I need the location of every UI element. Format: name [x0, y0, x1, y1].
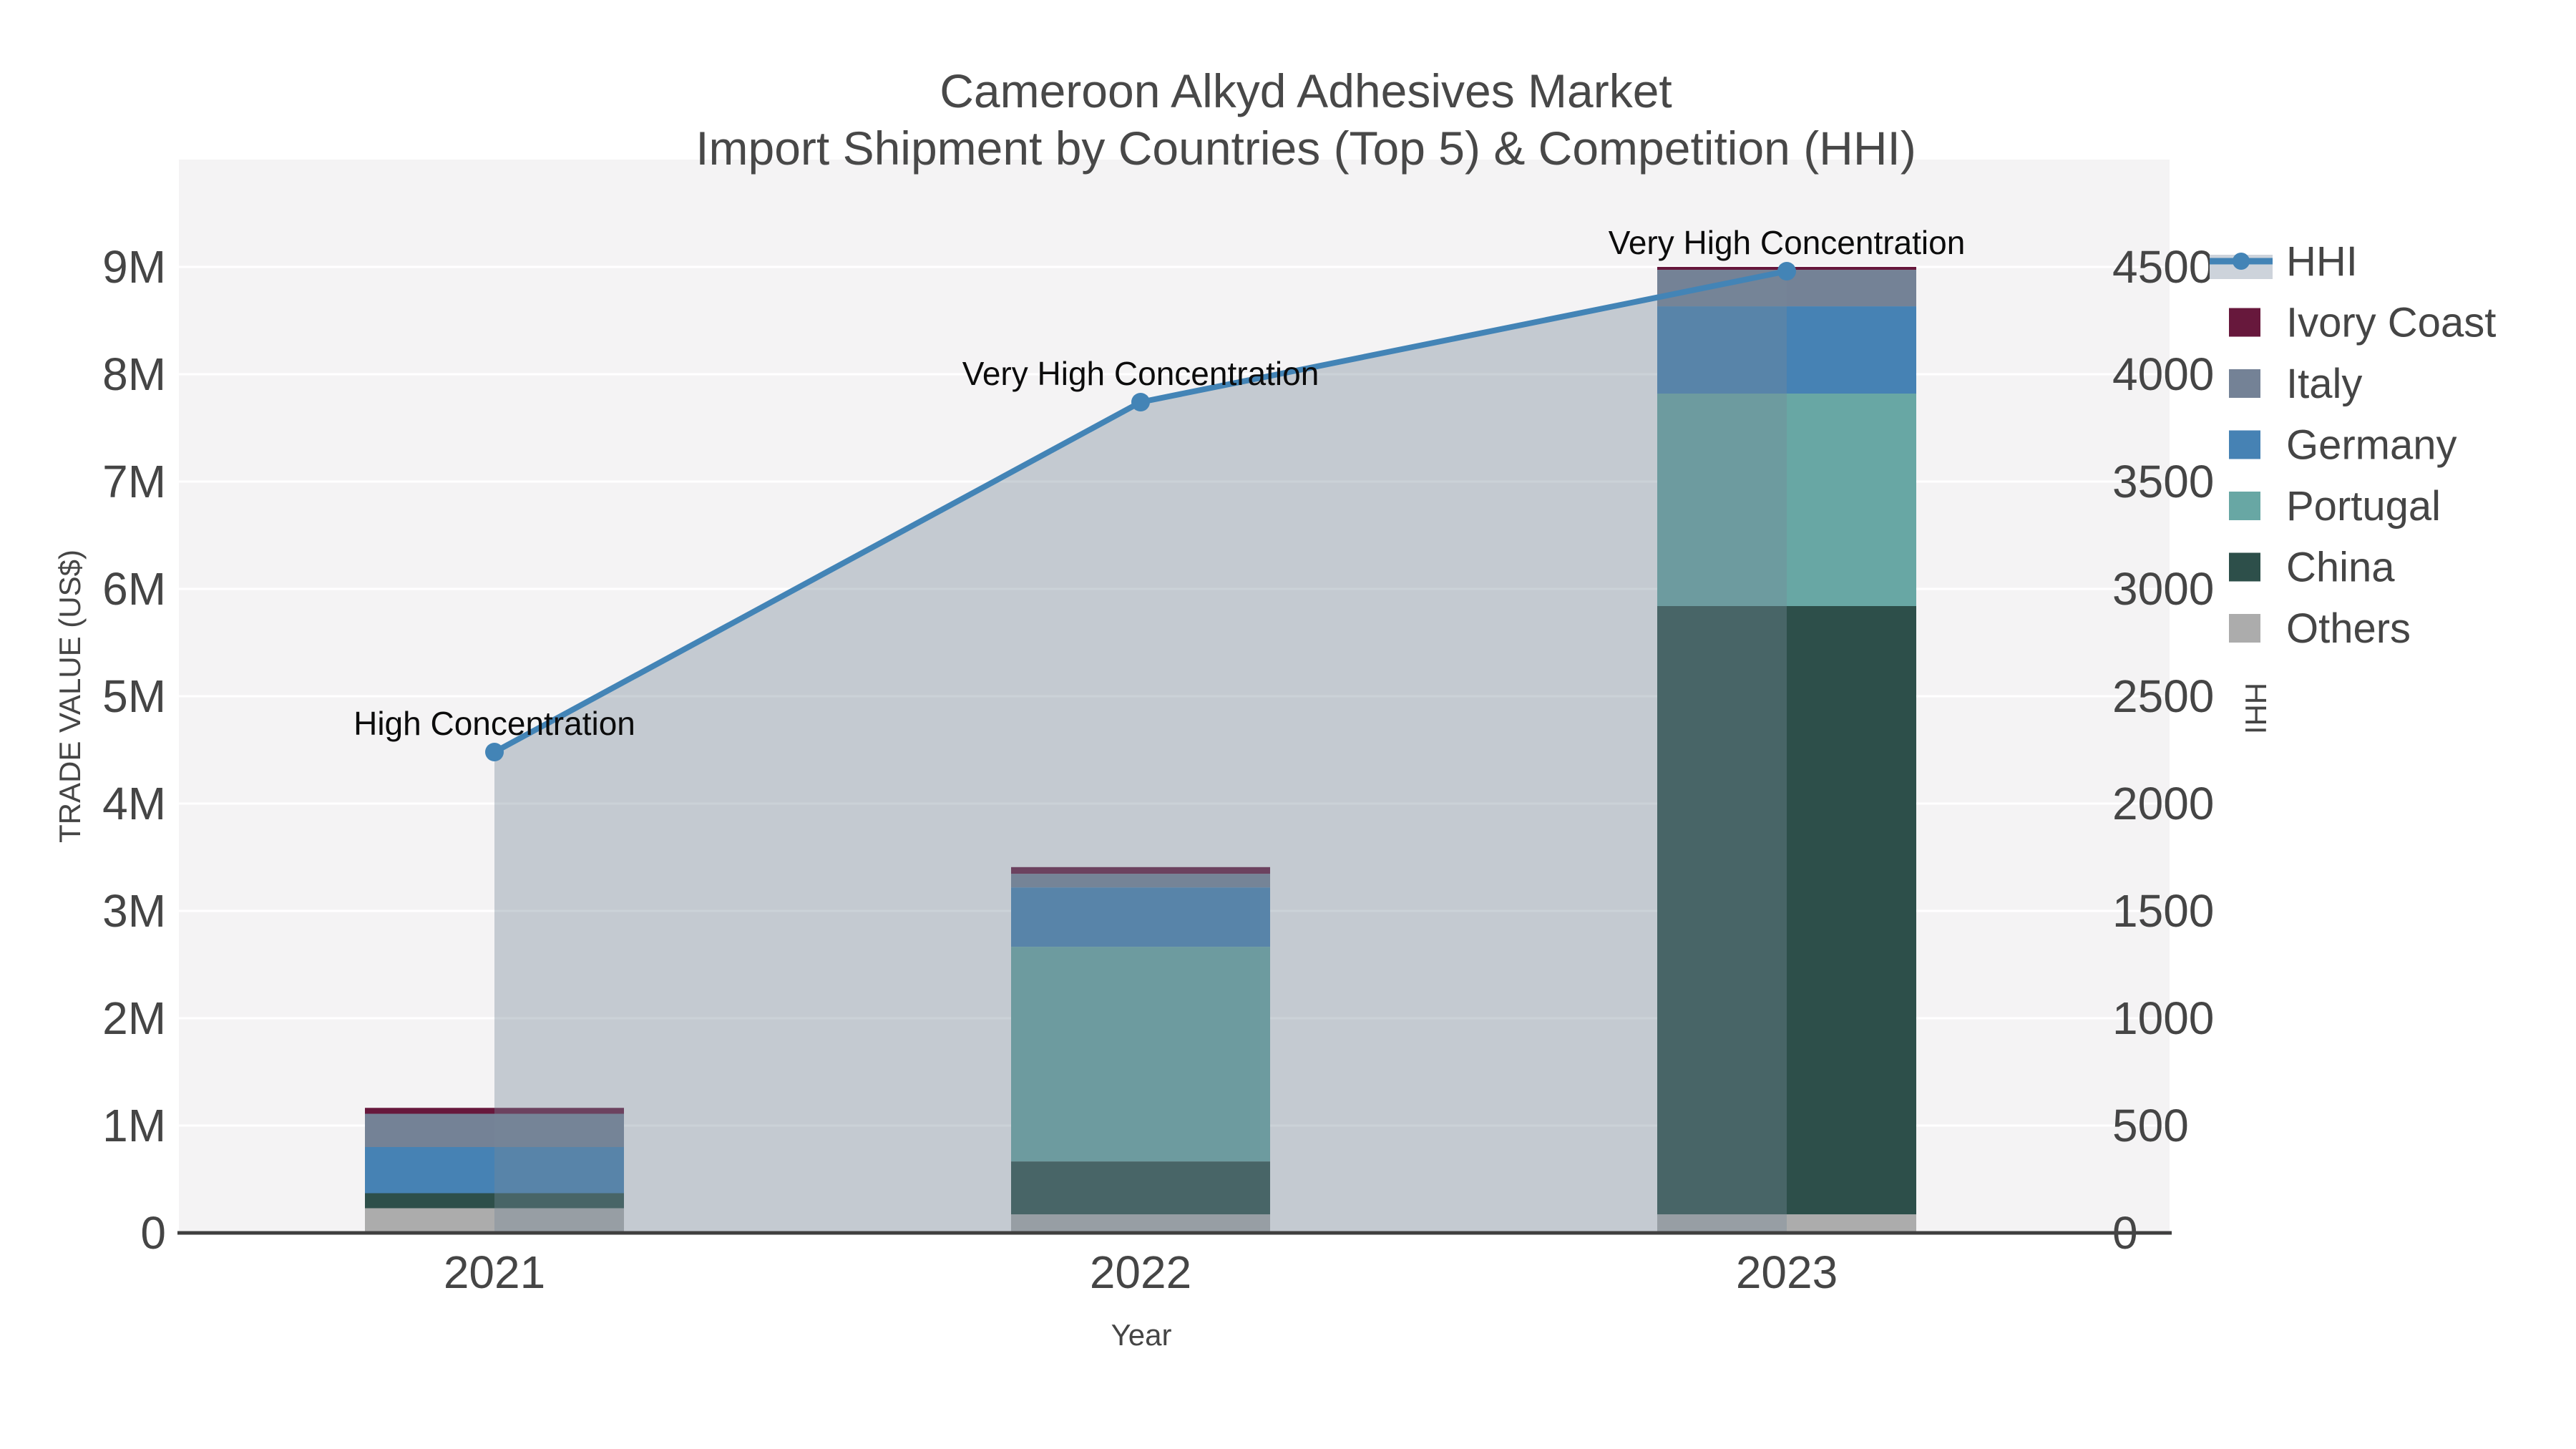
legend-swatch-germany [2229, 430, 2260, 459]
legend-item-portugal[interactable]: Portugal [2229, 483, 2441, 530]
bar-segment-ivory-coast-2022[interactable] [1011, 867, 1270, 874]
legend-item-hhi[interactable]: HHI [2210, 238, 2358, 285]
annotation-2021: High Concentration [353, 705, 635, 742]
legend-item-germany[interactable]: Germany [2229, 422, 2457, 469]
hhi-point-2023[interactable] [1777, 262, 1796, 280]
legend-swatch-ivory-coast [2229, 308, 2260, 337]
bar-segment-others-2022[interactable] [1011, 1214, 1270, 1233]
bar-segment-portugal-2022[interactable] [1011, 947, 1270, 1162]
bar-segment-germany-2021[interactable] [365, 1147, 624, 1194]
annotation-2023: Very High Concentration [1609, 224, 1966, 261]
hhi-line [485, 262, 1796, 761]
chart-subtitle: Import Shipment by Countries (Top 5) & C… [696, 122, 1916, 175]
legend-label-hhi: HHI [2286, 238, 2358, 285]
y-left-tick-3M: 3M [102, 885, 166, 937]
bar-segment-germany-2023[interactable] [1657, 306, 1916, 394]
legend: HHI Ivory Coast Italy Germany Portugal China O… [2210, 238, 2496, 652]
y-left-tick-4M: 4M [102, 778, 166, 829]
y-right-tick-1500: 1500 [2112, 885, 2214, 937]
legend-swatch-china [2229, 552, 2260, 582]
bar-segment-china-2021[interactable] [365, 1193, 624, 1209]
legend-label-others: Others [2286, 605, 2411, 652]
bar-segment-italy-2022[interactable] [1011, 874, 1270, 888]
hhi-point-2022[interactable] [1131, 393, 1150, 411]
legend-swatch-portugal [2229, 492, 2260, 520]
legend-item-china[interactable]: China [2229, 545, 2395, 591]
annotations: High Concentration Very High Concentratio… [353, 224, 1965, 742]
y-left-tick-0: 0 [140, 1207, 166, 1259]
bar-segment-china-2023[interactable] [1657, 606, 1916, 1215]
bar-segment-others-2021[interactable] [365, 1208, 624, 1234]
y-right-tick-1000: 1000 [2112, 992, 2214, 1044]
y-axis-left-ticks: 0 1M 2M 3M 4M 5M 6M 7M 8M 9M [102, 241, 166, 1259]
y-left-tick-9M: 9M [102, 241, 166, 293]
y-axis-left-title: TRADE VALUE (US$) [53, 550, 87, 843]
bar-segment-china-2022[interactable] [1011, 1161, 1270, 1215]
legend-label-china: China [2286, 545, 2395, 591]
y-left-tick-6M: 6M [102, 563, 166, 615]
hhi-point-2021[interactable] [485, 743, 504, 761]
x-tick-2023: 2023 [1736, 1246, 1838, 1298]
bar-segment-germany-2022[interactable] [1011, 887, 1270, 947]
y-right-tick-2500: 2500 [2112, 670, 2214, 722]
y-left-tick-1M: 1M [102, 1100, 166, 1151]
legend-swatch-others [2229, 614, 2260, 643]
y-axis-right-ticks: 0 500 1000 1500 2000 2500 3000 3500 4000 4500 [2112, 241, 2214, 1259]
legend-item-others[interactable]: Others [2229, 605, 2411, 652]
y-left-tick-2M: 2M [102, 992, 166, 1044]
legend-label-portugal: Portugal [2286, 483, 2441, 530]
y-axis-right-title: HHI [2239, 683, 2273, 734]
x-tick-2022: 2022 [1090, 1246, 1191, 1298]
legend-label-italy: Italy [2286, 361, 2362, 407]
legend-label-ivory-coast: Ivory Coast [2286, 300, 2496, 346]
y-right-tick-3500: 3500 [2112, 456, 2214, 507]
x-axis-title: Year [1111, 1318, 1172, 1352]
y-left-tick-5M: 5M [102, 670, 166, 722]
legend-swatch-italy [2229, 369, 2260, 398]
y-right-tick-500: 500 [2112, 1100, 2189, 1151]
y-right-tick-3000: 3000 [2112, 563, 2214, 615]
legend-label-germany: Germany [2286, 422, 2457, 469]
hhi-area-fill [494, 271, 1787, 1233]
legend-item-italy[interactable]: Italy [2229, 361, 2362, 407]
x-axis-ticks: 2021 2022 2023 [444, 1246, 1838, 1298]
y-left-tick-8M: 8M [102, 348, 166, 400]
bar-segment-italy-2021[interactable] [365, 1113, 624, 1148]
y-left-tick-7M: 7M [102, 456, 166, 507]
bar-segment-portugal-2023[interactable] [1657, 394, 1916, 606]
y-right-tick-4500: 4500 [2112, 241, 2214, 293]
legend-item-ivory-coast[interactable]: Ivory Coast [2229, 300, 2496, 346]
y-right-tick-0: 0 [2112, 1207, 2138, 1259]
bar-segment-ivory-coast-2021[interactable] [365, 1108, 624, 1114]
y-right-tick-2000: 2000 [2112, 778, 2214, 829]
annotation-2022: Very High Concentration [962, 355, 1319, 392]
bar-series [365, 267, 1916, 1233]
bar-segment-others-2023[interactable] [1657, 1214, 1916, 1233]
legend-hhi-marker [2233, 253, 2250, 270]
chart-title: Cameroon Alkyd Adhesives Market [940, 64, 1672, 117]
y-right-tick-4000: 4000 [2112, 348, 2214, 400]
x-tick-2021: 2021 [444, 1246, 545, 1298]
